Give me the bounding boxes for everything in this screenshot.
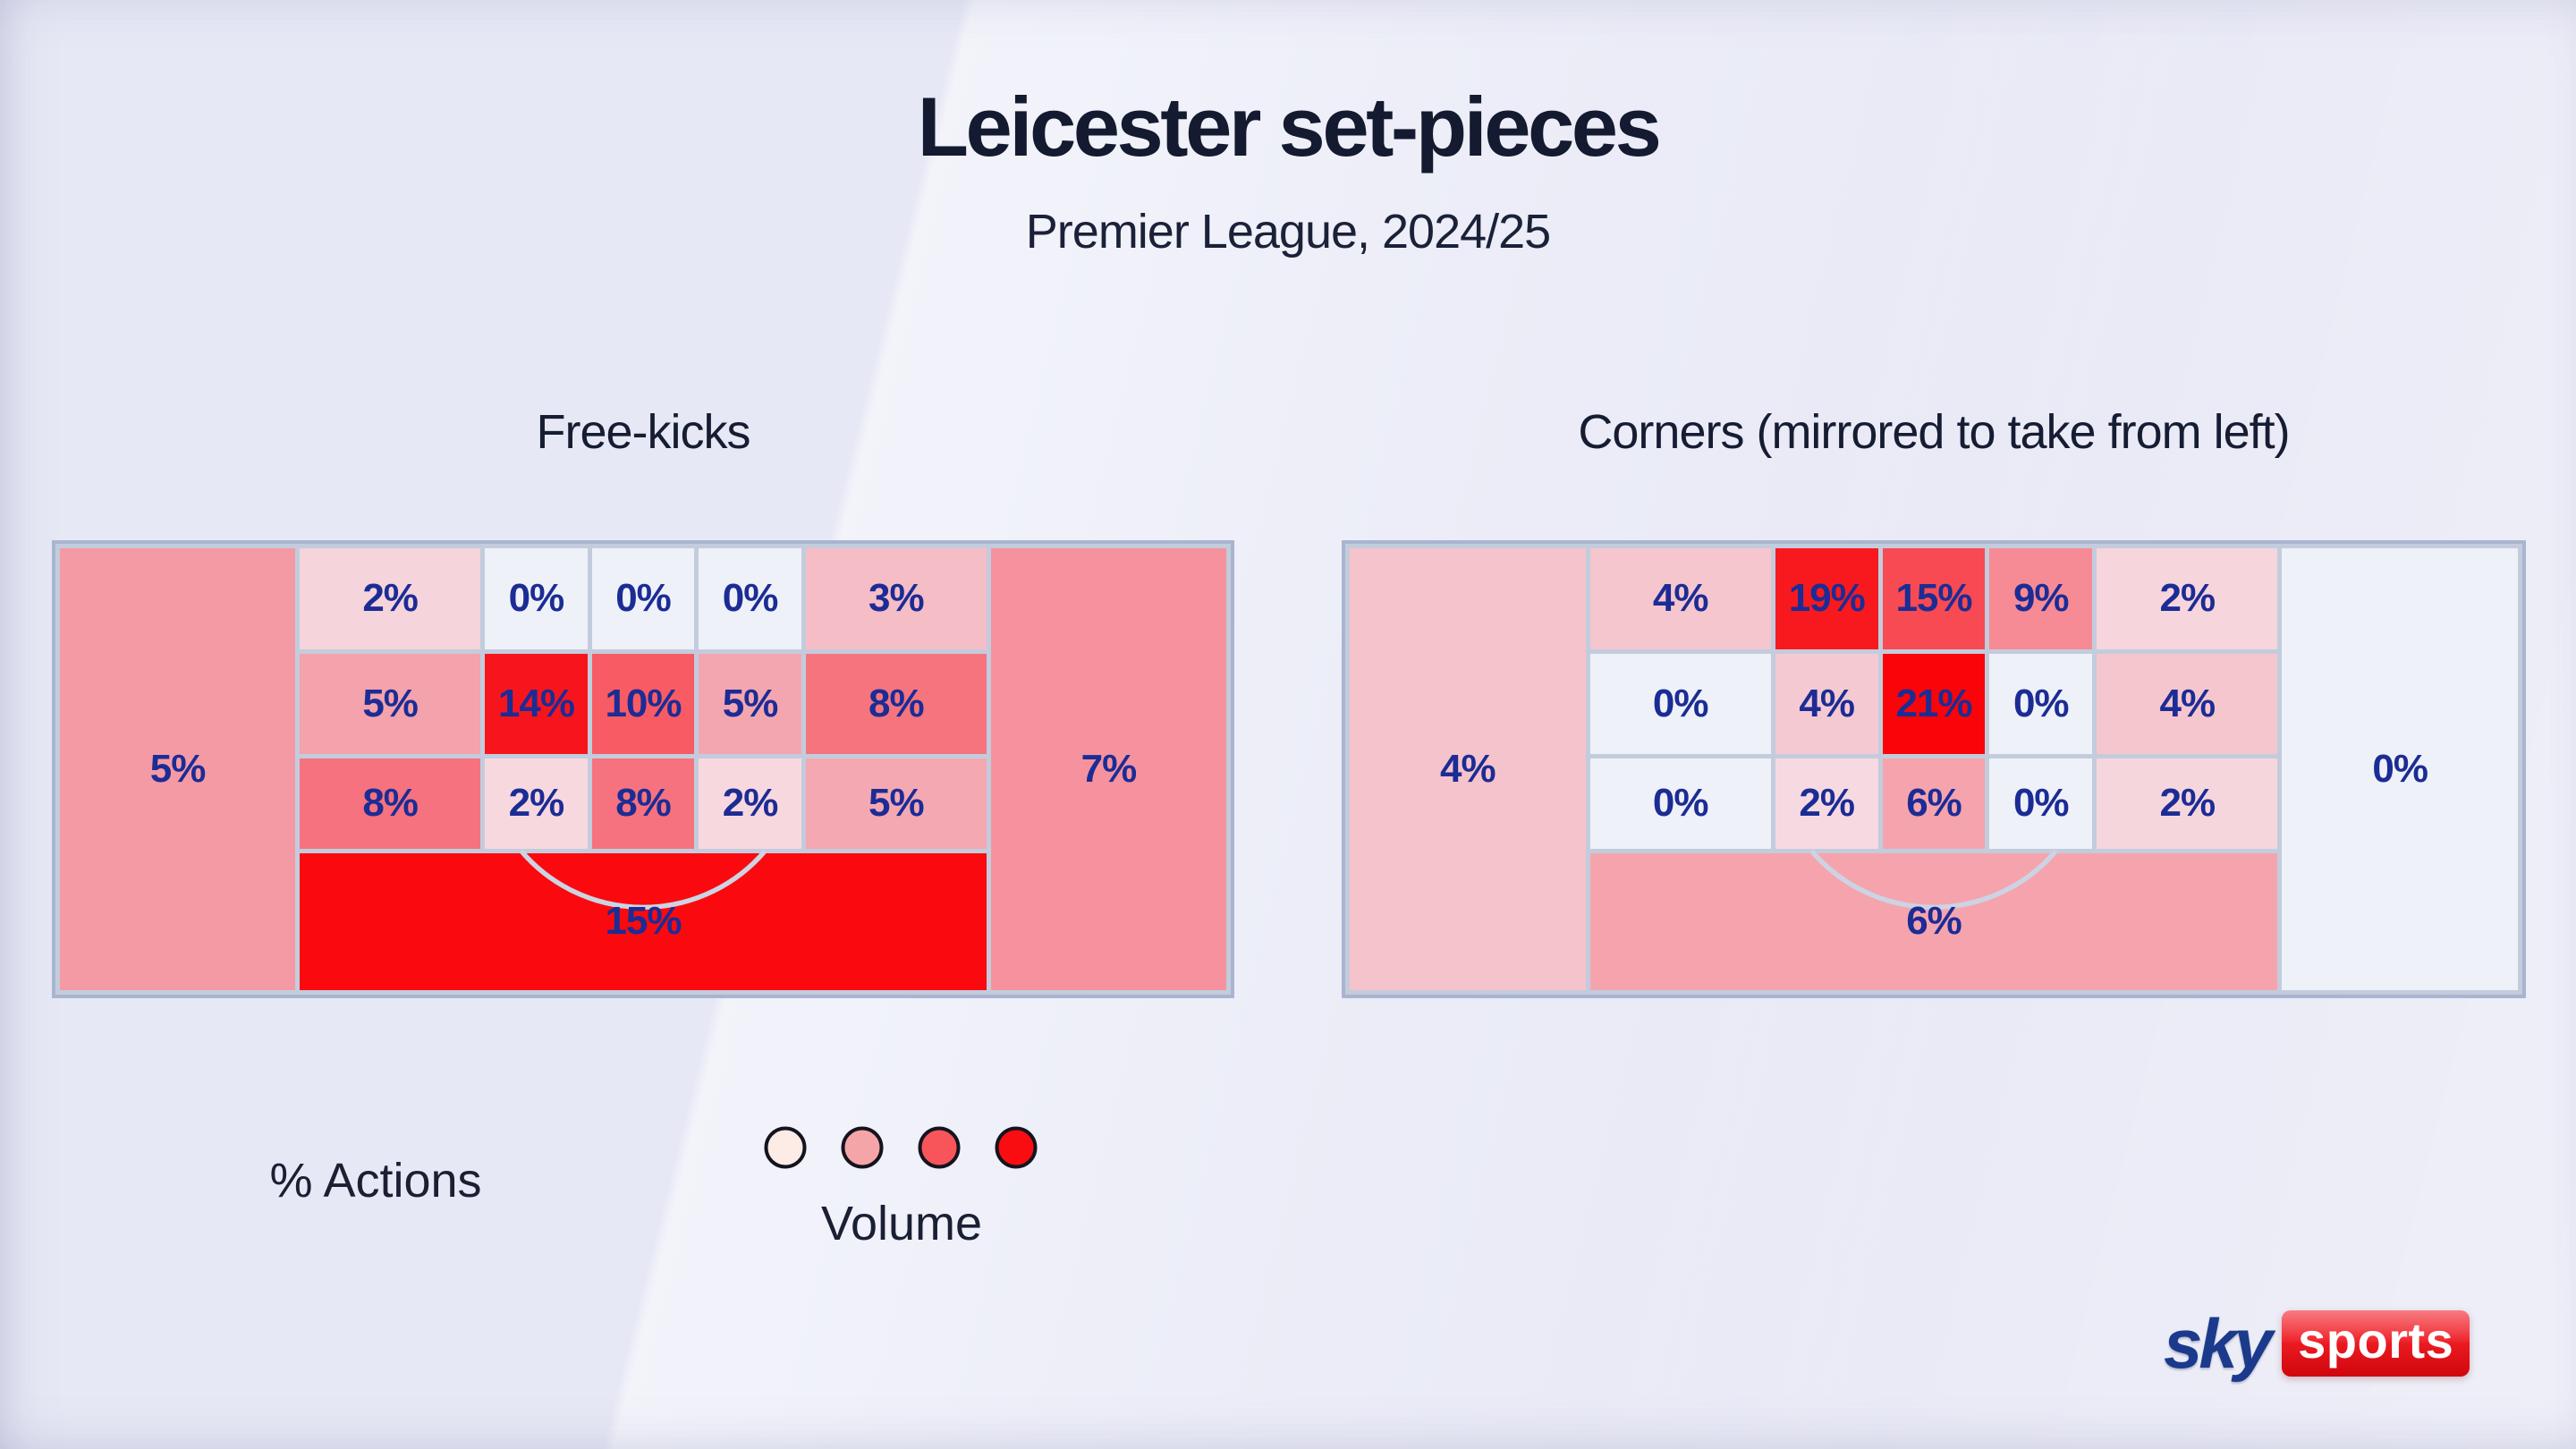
box-zone-r1c1-value: 2% (362, 576, 419, 621)
right-flank-zone: 7% (990, 548, 1226, 990)
sky-logo-word: sky (2164, 1304, 2273, 1383)
volume-dot-highest (995, 1126, 1038, 1169)
box-zone-r3c4-value: 0% (2012, 781, 2070, 826)
box-zone-r3c2: 2% (1775, 758, 1878, 849)
box-zone-r1c5: 2% (2097, 548, 2278, 649)
box-zone-r1c4-value: 0% (722, 576, 779, 621)
edge-of-box-zone-value: 15% (605, 899, 682, 944)
box-zone-r2c3: 10% (591, 653, 695, 755)
right-flank-zone: 0% (2282, 548, 2518, 990)
box-zone-r3c5-value: 2% (2159, 781, 2216, 826)
box-zone-r3c5: 5% (805, 758, 987, 849)
right-flank-zone-value: 0% (2372, 747, 2428, 791)
box-zone-r3c4: 0% (1989, 758, 2093, 849)
left-flank-zone-value: 5% (149, 747, 207, 791)
box-zone-r3c3: 6% (1882, 758, 1986, 849)
box-zone-r2c4: 5% (699, 653, 801, 755)
box-zone-r3c5-value: 5% (869, 781, 925, 826)
box-zone-r1c3-value: 0% (615, 576, 672, 621)
volume-dot-low (841, 1126, 884, 1169)
box-zone-r1c1: 2% (300, 548, 481, 649)
box-zone-r1c3-value: 15% (1895, 576, 1972, 621)
legend-actions-label: % Actions (269, 1154, 482, 1208)
left-flank-zone: 5% (60, 548, 296, 990)
box-zone-r1c5-value: 3% (869, 576, 925, 621)
corners-pitch-heatmap: 4% 4% 19% 15% 9% 2% 0% 4% 21% 0% 4% 0% 2% 6% 0% 2% 6% 0% (1342, 540, 2526, 998)
box-zone-r2c3-value: 21% (1895, 681, 1972, 725)
edge-of-box-zone: 15% (300, 852, 987, 990)
edge-of-box-zone-value: 6% (1906, 899, 1962, 944)
box-zone-r1c4-value: 9% (2012, 576, 2070, 621)
free-kicks-pitch-heatmap: 5% 2% 0% 0% 0% 3% 5% 14% 10% 5% 8% 8% 2% 8% 2% 5% 15% 7% (52, 540, 1234, 998)
box-zone-r2c4-value: 5% (722, 681, 779, 725)
left-flank-zone: 4% (1350, 548, 1586, 990)
box-zone-r2c3-value: 10% (605, 681, 682, 725)
box-zone-r1c4: 0% (699, 548, 801, 649)
box-zone-r3c2: 2% (485, 758, 588, 849)
box-zone-r2c3: 21% (1882, 653, 1986, 755)
box-zone-r3c5: 2% (2097, 758, 2278, 849)
box-zone-r2c5: 8% (805, 653, 987, 755)
box-zone-r1c2-value: 19% (1788, 576, 1866, 621)
box-zone-r3c1-value: 8% (362, 781, 419, 826)
volume-scale (764, 1126, 1038, 1169)
volume-dot-high (918, 1126, 961, 1169)
box-zone-r1c5: 3% (805, 548, 987, 649)
box-zone-r2c4-value: 0% (2012, 681, 2070, 725)
box-zone-r3c4: 2% (699, 758, 801, 849)
sky-sports-logo: sky sports (2164, 1308, 2470, 1379)
edge-of-box-zone: 6% (1589, 852, 2278, 990)
box-zone-r2c2: 14% (485, 653, 588, 755)
box-zone-r1c4: 9% (1989, 548, 2093, 649)
free-kicks-zone-grid: 5% 2% 0% 0% 0% 3% 5% 14% 10% 5% 8% 8% 2% 8% 2% 5% 15% 7% (55, 544, 1231, 995)
box-zone-r2c5-value: 8% (869, 681, 925, 725)
box-zone-r2c1-value: 0% (1652, 681, 1709, 725)
box-zone-r1c1-value: 4% (1652, 576, 1709, 621)
left-flank-zone-value: 4% (1439, 747, 1496, 791)
box-zone-r2c4: 0% (1989, 653, 2093, 755)
box-zone-r3c1-value: 0% (1652, 781, 1709, 826)
box-zone-r3c3-value: 6% (1906, 781, 1962, 826)
box-zone-r2c1: 0% (1589, 653, 1771, 755)
box-zone-r2c2-value: 14% (497, 681, 575, 725)
free-kicks-section-label: Free-kicks (536, 405, 750, 459)
box-zone-r3c2-value: 2% (508, 781, 565, 826)
box-zone-r2c2-value: 4% (1799, 681, 1855, 725)
legend-volume-label: Volume (820, 1197, 983, 1250)
box-zone-r2c5: 4% (2097, 653, 2278, 755)
box-zone-r1c2: 0% (485, 548, 588, 649)
box-zone-r3c3-value: 8% (615, 781, 672, 826)
box-zone-r1c2-value: 0% (508, 576, 565, 621)
box-zone-r3c2-value: 2% (1799, 781, 1855, 826)
box-zone-r3c3: 8% (591, 758, 695, 849)
box-zone-r3c4-value: 2% (722, 781, 779, 826)
corners-section-label: Corners (mirrored to take from left) (1578, 405, 2290, 459)
page-subtitle: Premier League, 2024/25 (1025, 205, 1551, 258)
box-zone-r1c3: 15% (1882, 548, 1986, 649)
box-zone-r1c3: 0% (591, 548, 695, 649)
box-zone-r1c1: 4% (1589, 548, 1771, 649)
corners-zone-grid: 4% 4% 19% 15% 9% 2% 0% 4% 21% 0% 4% 0% 2% 6% 0% 2% 6% 0% (1345, 544, 2522, 995)
box-zone-r1c2: 19% (1775, 548, 1878, 649)
box-zone-r1c5-value: 2% (2159, 576, 2216, 621)
box-zone-r2c1-value: 5% (362, 681, 419, 725)
box-zone-r3c1: 0% (1589, 758, 1771, 849)
box-zone-r2c1: 5% (300, 653, 481, 755)
volume-dot-lowest (764, 1126, 807, 1169)
box-zone-r3c1: 8% (300, 758, 481, 849)
page-title: Leicester set-pieces (917, 80, 1662, 174)
right-flank-zone-value: 7% (1080, 747, 1138, 791)
box-zone-r2c2: 4% (1775, 653, 1878, 755)
box-zone-r2c5-value: 4% (2159, 681, 2216, 725)
sports-logo-badge: sports (2282, 1310, 2470, 1377)
